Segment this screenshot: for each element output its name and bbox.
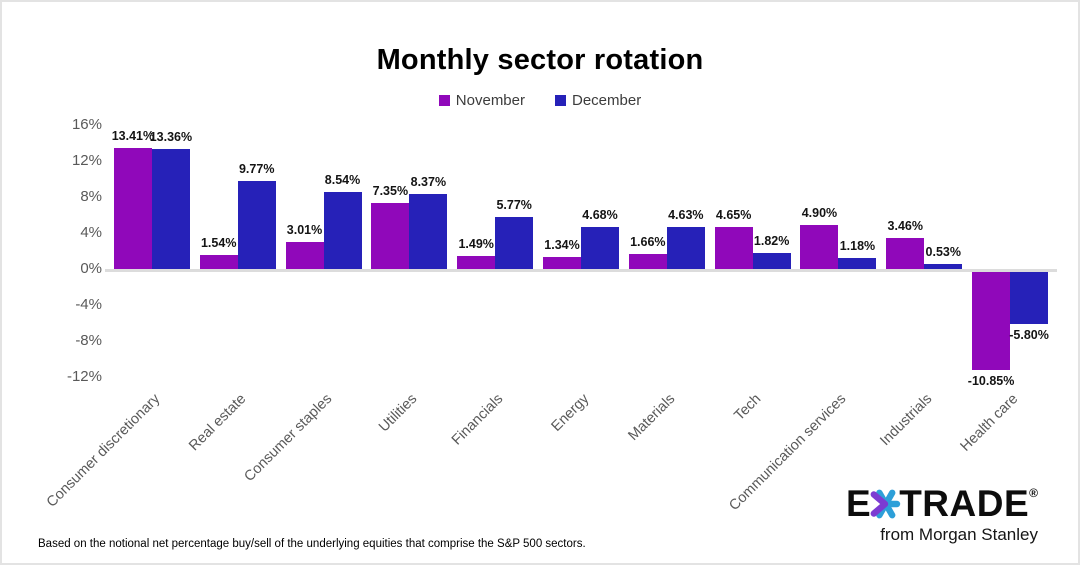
chart-title: Monthly sector rotation bbox=[376, 44, 704, 76]
bar-november-3 bbox=[285, 241, 324, 269]
etrade-wordmark: E TRADE ® bbox=[846, 484, 1038, 524]
x-axis-label-5: Financials bbox=[449, 391, 507, 449]
zero-baseline bbox=[105, 269, 1057, 272]
bar-value-label: 1.18% bbox=[839, 239, 876, 254]
etrade-letters-trade: TRADE bbox=[899, 483, 1030, 524]
bar-value-label: 1.54% bbox=[200, 236, 237, 251]
bar-value-label: 9.77% bbox=[238, 162, 275, 177]
bar-value-label: 4.63% bbox=[668, 208, 704, 223]
bar-value-label: -5.80% bbox=[1009, 328, 1049, 343]
bar-november-5 bbox=[457, 255, 496, 269]
y-axis-tick: 4% bbox=[80, 224, 102, 241]
bar-november-9 bbox=[800, 224, 839, 269]
bar-value-label: 4.68% bbox=[582, 207, 618, 222]
bar-value-label: 1.82% bbox=[753, 233, 790, 248]
bar-november-6 bbox=[543, 256, 581, 269]
x-axis-label-6: Energy bbox=[548, 391, 593, 435]
bar-december-8 bbox=[752, 252, 791, 269]
etrade-star-icon bbox=[870, 489, 901, 519]
bar-december-7 bbox=[666, 227, 705, 269]
x-axis-label-8: Tech bbox=[730, 391, 764, 424]
x-axis-label-2: Real estate bbox=[185, 391, 250, 455]
bar-value-label: 1.66% bbox=[630, 235, 666, 250]
chart-footnote: Based on the notional net percentage buy… bbox=[38, 538, 586, 550]
bar-december-10 bbox=[924, 264, 963, 269]
legend-item-november: November bbox=[438, 92, 525, 109]
bar-value-label: 8.54% bbox=[324, 173, 361, 188]
bar-november-2 bbox=[199, 255, 238, 269]
legend-label: December bbox=[572, 92, 642, 109]
bar-value-label: 13.36% bbox=[149, 129, 193, 144]
bar-value-label: 7.35% bbox=[372, 183, 409, 198]
y-axis-tick: -8% bbox=[75, 332, 102, 349]
bar-november-10 bbox=[886, 237, 925, 269]
y-axis-tick: 12% bbox=[71, 152, 102, 169]
plot-area: 13.41% 13.36% 1.54% 9.77% 3.01% 8.54% 7.35% 8.3… bbox=[105, 125, 1057, 388]
y-axis-tick: 16% bbox=[71, 116, 102, 133]
bar-december-11 bbox=[1010, 272, 1049, 325]
bar-value-label: 0.53% bbox=[925, 245, 961, 260]
bar-december-2 bbox=[237, 181, 276, 269]
legend-swatch-icon bbox=[555, 95, 566, 106]
bar-value-label: 4.65% bbox=[715, 208, 752, 223]
bar-value-label: 13.41% bbox=[111, 129, 155, 144]
bar-value-label: 1.49% bbox=[458, 236, 494, 251]
bar-november-4 bbox=[371, 202, 410, 269]
y-axis-tick: 0% bbox=[80, 260, 102, 277]
etrade-logo: E TRADE ® from Morgan Stanley bbox=[846, 484, 1038, 545]
bar-december-4 bbox=[409, 193, 448, 269]
x-axis-label-3: Consumer staples bbox=[240, 391, 335, 485]
bar-november-11 bbox=[972, 272, 1011, 370]
bar-value-label: 4.90% bbox=[801, 205, 838, 220]
y-axis-tick: 8% bbox=[80, 188, 102, 205]
x-axis-label-9: Communication services bbox=[726, 391, 850, 515]
x-axis-label-4: Utilities bbox=[376, 391, 421, 436]
x-axis-label-7: Materials bbox=[625, 391, 679, 444]
y-axis-tick: -4% bbox=[75, 296, 102, 313]
bar-december-6 bbox=[581, 226, 619, 269]
legend-label: November bbox=[455, 92, 525, 109]
bar-december-5 bbox=[495, 217, 534, 269]
bar-value-label: 5.77% bbox=[496, 198, 532, 213]
bar-value-label: 3.01% bbox=[286, 222, 323, 237]
bar-december-3 bbox=[323, 192, 362, 269]
bar-december-9 bbox=[838, 258, 877, 269]
bar-value-label: -10.85% bbox=[967, 373, 1015, 388]
bar-value-label: 3.46% bbox=[887, 218, 923, 233]
bar-value-label: 1.34% bbox=[544, 237, 580, 252]
bar-november-1 bbox=[113, 148, 152, 269]
chart-legend: November December bbox=[2, 92, 1078, 109]
legend-item-december: December bbox=[555, 92, 641, 109]
y-axis-tick: -12% bbox=[66, 368, 102, 385]
bar-november-8 bbox=[714, 227, 753, 269]
registered-trademark-symbol: ® bbox=[1029, 486, 1038, 500]
bar-november-7 bbox=[628, 254, 667, 269]
legend-swatch-icon bbox=[438, 95, 450, 106]
bar-december-1 bbox=[151, 148, 190, 269]
x-axis-label-1: Consumer discretionary bbox=[43, 391, 164, 511]
bar-value-label: 8.37% bbox=[410, 174, 447, 189]
etrade-letter-e: E bbox=[846, 483, 872, 524]
etrade-tagline: from Morgan Stanley bbox=[880, 525, 1038, 544]
